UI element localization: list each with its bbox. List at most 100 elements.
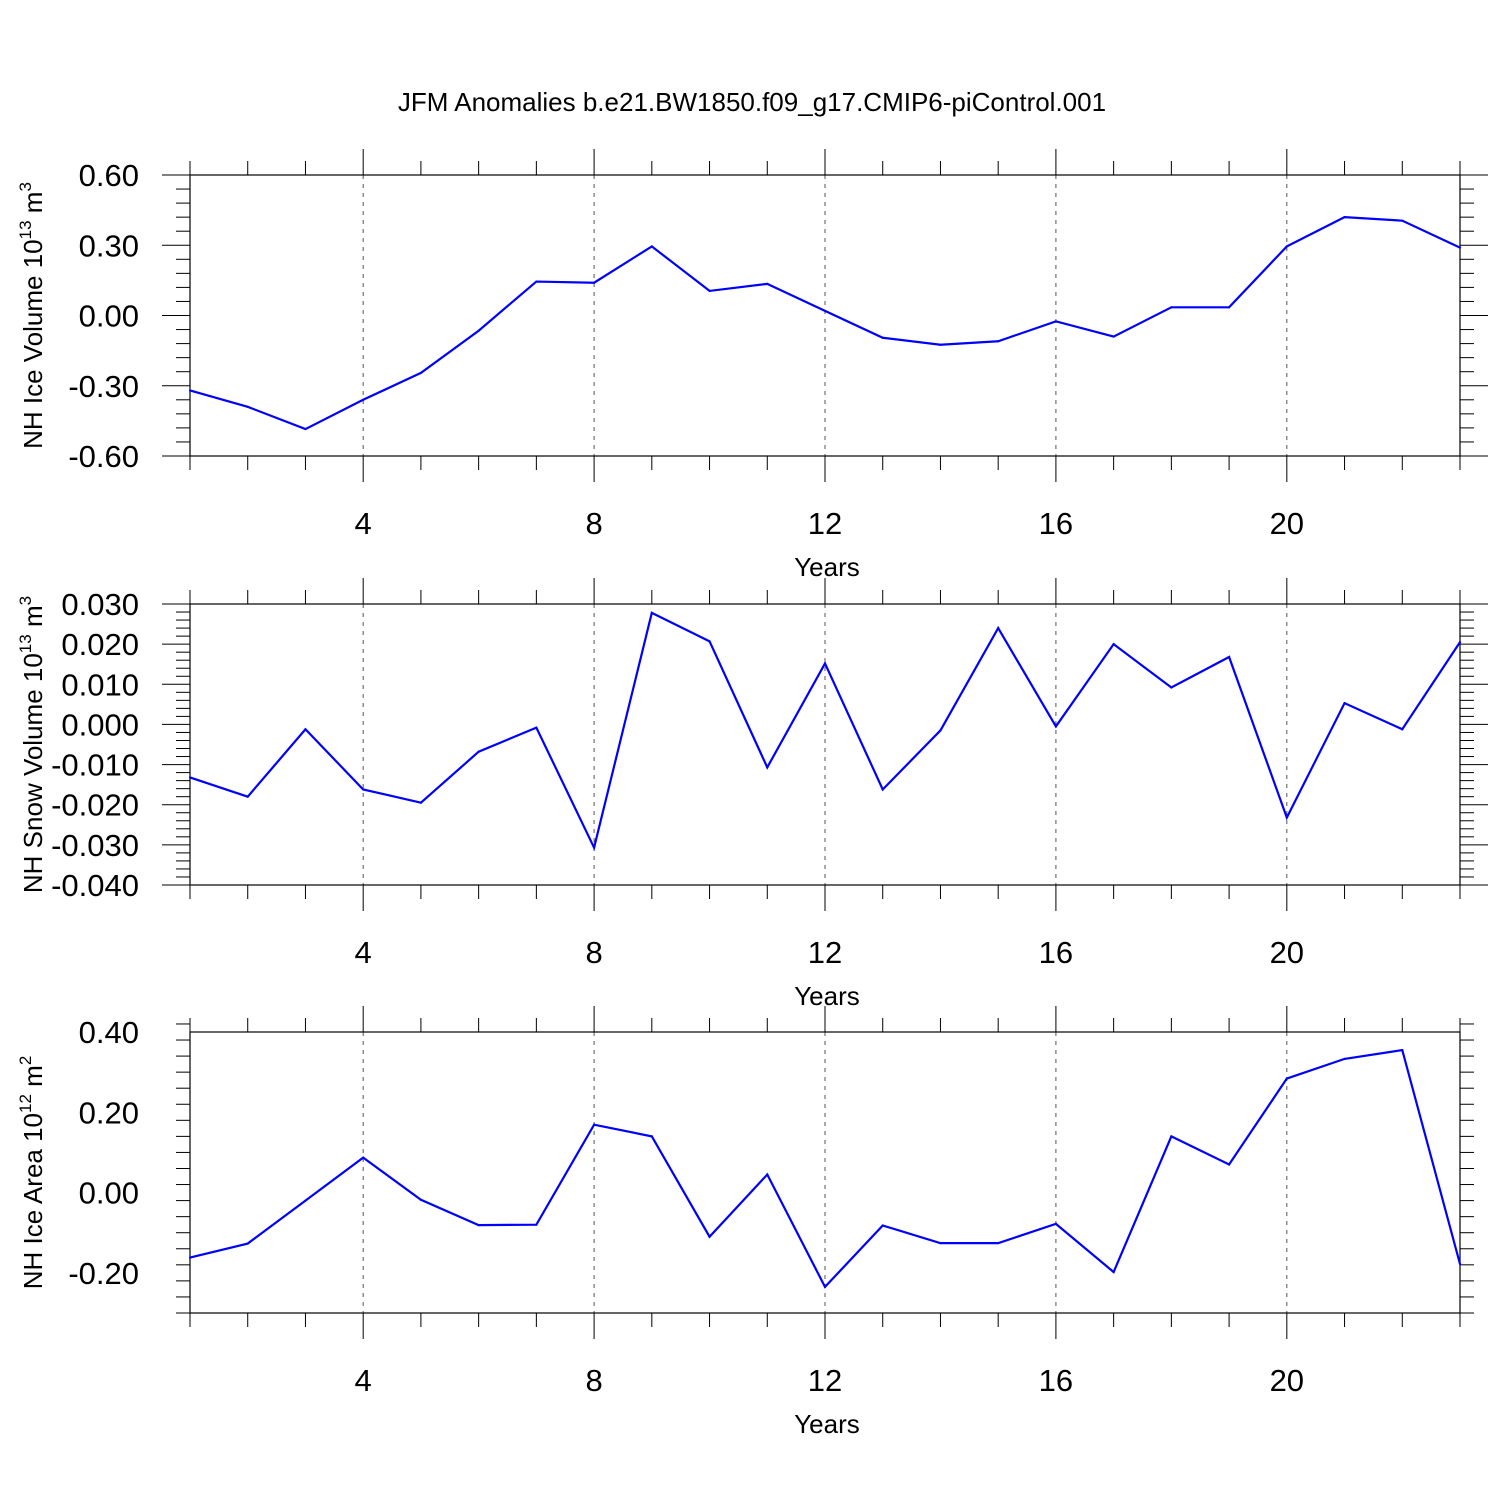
data-point [362,788,365,791]
data-point [881,788,884,791]
data-point [304,427,307,431]
data-point [1285,1077,1288,1080]
data-point [939,343,942,346]
data-point [1054,725,1058,728]
data-point [535,726,538,729]
data-point [1054,320,1058,323]
data-point [419,371,423,374]
y-axis-label-exponent: 13 [16,220,35,239]
data-point [246,795,249,798]
y-tick-label: 0.00 [79,1176,139,1211]
x-tick-label: 12 [808,506,842,541]
data-point [1170,686,1173,689]
data-point [362,1156,365,1159]
y-axis-label-text: NH Ice Area 10 [18,1113,48,1289]
data-point [1401,219,1404,222]
x-tick-label: 4 [355,506,372,541]
data-point [1458,246,1462,249]
data-point [939,1242,942,1245]
y-tick-label: 0.20 [79,1095,139,1130]
data-point [823,662,827,665]
data-point [535,1223,538,1226]
data-point [1227,306,1231,309]
x-tick-label: 16 [1039,935,1073,970]
data-point [939,729,942,732]
data-point [1285,245,1288,248]
y-tick-label: 0.000 [61,707,139,742]
panel-3: -0.20 0.00 0.20 0.40 4 8 12 16 20 Years NH Ice Are… [16,1006,1474,1439]
data-point [246,1242,249,1245]
y-tick-label: 0.030 [61,587,139,622]
data-point [766,1173,769,1176]
data-point [304,728,307,731]
y-axis-label-exponent: 12 [16,1094,35,1113]
data-point [1343,702,1346,705]
y-tick-label: 0.010 [61,667,139,702]
x-tick-label: 8 [585,1363,602,1398]
data-point [1458,1262,1462,1266]
x-axis-label: Years [794,552,860,582]
y-axis-label: NH Ice Volume 1013 m3 [16,182,48,449]
data-point [881,336,884,339]
plot-frame [189,1031,1461,1314]
data-point [766,282,769,285]
data-point [1401,1048,1404,1052]
y-axis-label-unit: m [18,1065,48,1094]
x-tick-label: 20 [1270,506,1304,541]
data-point [304,1199,307,1202]
data-point [997,626,1000,630]
data-point [188,1256,192,1259]
data-point [1285,816,1288,819]
data-point [881,1224,884,1227]
data-point [1343,1057,1346,1060]
data-point [1343,216,1346,219]
data-point [477,750,480,753]
y-tick-label: 0.00 [79,299,139,334]
y-tick-label: -0.20 [68,1256,139,1291]
x-tick-label: 20 [1270,935,1304,970]
data-point [188,776,192,779]
data-point [708,289,711,293]
y-tick-label: 0.40 [79,1015,139,1050]
y-tick-label: -0.040 [51,868,139,903]
x-tick-label: 8 [585,935,602,970]
data-point [1112,643,1115,646]
data-point [1227,655,1231,659]
data-point [246,405,249,408]
data-point [650,611,653,614]
y-tick-label: -0.60 [68,439,139,474]
data-point [997,340,1000,343]
panel-1: -0.60 -0.30 0.00 0.30 0.60 4 8 12 16 20 Years NH Ic… [16,149,1488,582]
data-point [419,801,423,804]
x-tick-label: 12 [808,935,842,970]
y-axis-label-text: NH Snow Volume 10 [18,653,48,893]
x-tick-label: 20 [1270,1363,1304,1398]
y-tick-label: -0.030 [51,828,139,863]
plot-frame [189,603,1461,886]
data-point [1054,1222,1058,1225]
x-tick-label: 4 [355,935,372,970]
data-point [592,1123,596,1126]
data-point [535,280,538,283]
data-point [477,1223,480,1227]
data-point [823,309,827,312]
data-point [419,1198,423,1201]
y-axis-label-text: NH Ice Volume 10 [18,239,48,449]
data-point [766,766,769,769]
data-point [823,1285,827,1289]
x-tick-label: 16 [1039,1363,1073,1398]
data-point [1112,1270,1115,1274]
x-tick-label: 16 [1039,506,1073,541]
data-point [708,1235,711,1238]
y-tick-label: 0.020 [61,627,139,662]
y-tick-label: 0.30 [79,228,139,263]
data-point [362,398,365,401]
data-point [650,245,653,248]
data-point [1170,306,1173,309]
x-tick-label: 12 [808,1363,842,1398]
y-tick-label: -0.30 [68,369,139,404]
y-axis-label-unit-exponent: 3 [16,596,35,605]
y-axis-label: NH Ice Area 1012 m2 [16,1056,48,1290]
chart-panels: -0.60 -0.30 0.00 0.30 0.60 4 8 12 16 20 Years NH Ic… [16,149,1488,1439]
